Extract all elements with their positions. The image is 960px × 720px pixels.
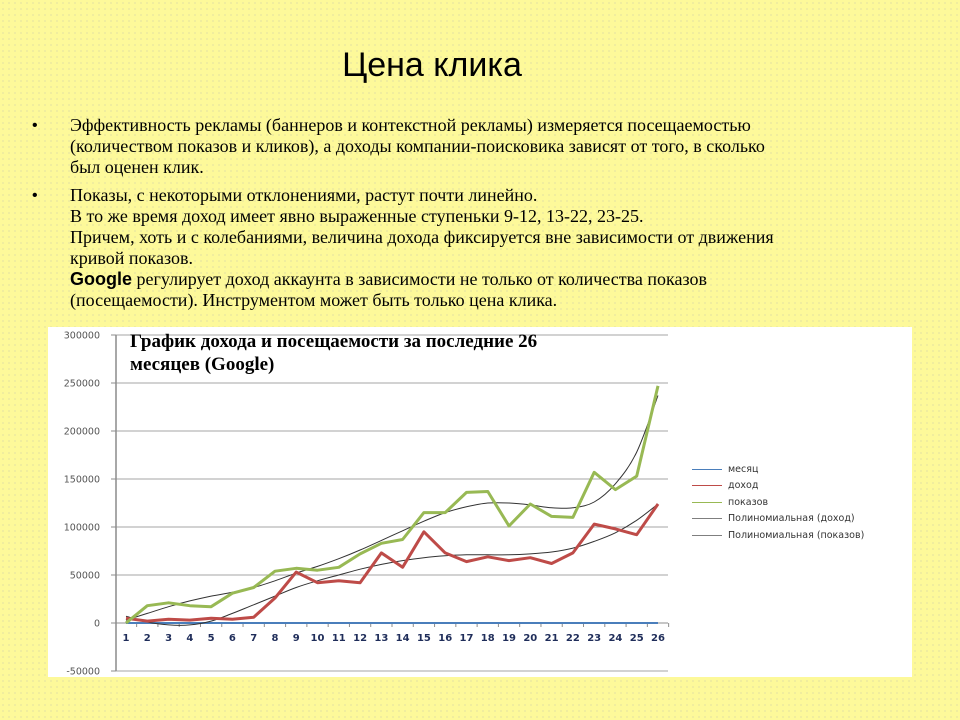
y-tick-label: 150000	[64, 475, 100, 486]
x-tick-label: 9	[293, 633, 300, 644]
x-tick-label: 18	[481, 633, 495, 644]
legend-swatch-icon	[692, 501, 722, 503]
x-tick-label: 15	[417, 633, 431, 644]
legend-item: доход	[692, 478, 864, 495]
x-tick-label: 17	[460, 633, 474, 644]
legend-swatch-icon	[692, 534, 722, 536]
x-tick-label: 12	[353, 633, 367, 644]
bullet-text-line: Причем, хоть и с колебаниями, величина д…	[70, 227, 774, 247]
y-tick-label: 100000	[64, 523, 100, 534]
bullet-text-line: (посещаемости). Инструментом может быть …	[70, 290, 558, 310]
legend-swatch-icon	[692, 468, 722, 470]
bullet-text-line-google: Google регулирует доход аккаунта в завис…	[70, 269, 915, 290]
y-tick-label: 300000	[64, 331, 100, 342]
legend-swatch-icon	[692, 518, 722, 520]
legend-label: показов	[728, 496, 769, 508]
bullet-dot-icon: •	[32, 187, 38, 204]
x-tick-label: 3	[165, 633, 172, 644]
y-tick-label: -50000	[66, 667, 100, 678]
series-line-1	[125, 503, 660, 623]
legend-item: Полиномиальная (доход)	[692, 511, 864, 528]
legend-label: Полиномиальная (доход)	[728, 513, 855, 525]
chart-legend: месяц доход показов Полиномиальная (доход) П…	[692, 461, 864, 544]
data-series	[125, 385, 660, 626]
slide-title: Цена клика	[342, 46, 522, 84]
chart-title-line: месяцев (Google)	[130, 354, 275, 375]
bullet-text-line: В то же время доход имеет явно выраженны…	[70, 206, 644, 226]
chart-title-line: График дохода и посещаемости за последни…	[130, 331, 538, 352]
bullet-text-line: был оценен клик.	[70, 157, 204, 177]
bullet-item-1: • Эффективность рекламы (баннеров и конт…	[30, 115, 915, 178]
series-line-2	[125, 385, 660, 625]
legend-swatch-icon	[692, 485, 722, 487]
bullet-dot-icon: •	[32, 117, 38, 134]
bullet-text-line: Показы, с некоторыми отклонениями, расту…	[70, 185, 538, 205]
gridlines	[116, 334, 668, 672]
x-tick-label: 5	[208, 633, 215, 644]
legend-label: месяц	[728, 463, 759, 475]
legend-label: Полиномиальная (показов)	[728, 529, 865, 541]
x-tick-label: 21	[545, 633, 559, 644]
y-tick-label: 250000	[64, 379, 100, 390]
x-tick-label: 2	[144, 633, 151, 644]
x-tick-label: 10	[311, 633, 325, 644]
bullet-list: • Эффективность рекламы (баннеров и конт…	[30, 115, 915, 318]
x-tick-label: 23	[587, 633, 601, 644]
bullet-item-2: • Показы, с некоторыми отклонениями, рас…	[30, 185, 915, 311]
x-tick-label: 8	[271, 633, 278, 644]
x-tick-label: 22	[566, 633, 580, 644]
x-tick-label: 19	[502, 633, 516, 644]
chart-container: 300000 250000 200000 150000 100000 50000 0 -500…	[48, 327, 912, 677]
x-tick-label: 20	[523, 633, 537, 644]
legend-item: Полиномиальная (показов)	[692, 527, 864, 544]
bullet-text-line: (количеством показов и кликов), а доходы…	[70, 136, 765, 156]
y-tick-label: 50000	[70, 571, 100, 582]
line-chart: 300000 250000 200000 150000 100000 50000 0 -500…	[64, 331, 670, 678]
bullet-text-line: Эффективность рекламы (баннеров и контек…	[70, 115, 751, 135]
x-tick-label: 13	[374, 633, 388, 644]
google-word: Google	[70, 269, 132, 289]
x-tick-label: 6	[229, 633, 236, 644]
x-tick-label: 26	[651, 633, 665, 644]
x-tick-label: 7	[250, 633, 257, 644]
y-tick-label: 0	[94, 619, 100, 630]
x-tick-label: 1	[123, 633, 130, 644]
y-axis: 300000 250000 200000 150000 100000 50000 0 -500…	[64, 331, 117, 678]
legend-item: показов	[692, 494, 864, 511]
x-tick-label: 24	[608, 633, 622, 644]
x-tick-label: 14	[396, 633, 410, 644]
legend-item: месяц	[692, 461, 864, 478]
x-tick-label: 4	[186, 633, 193, 644]
trendline-4	[125, 395, 659, 621]
x-tick-label: 11	[332, 633, 346, 644]
trendline-3	[125, 503, 659, 626]
bullet-text-line: кривой показов.	[70, 248, 193, 268]
x-tick-label: 16	[438, 633, 452, 644]
x-tick-label: 25	[630, 633, 644, 644]
x-axis: 1 2 3 4 5 6 7 8 9 10 11 12 13 14 15 16 17 18 19 20 21 22 23 24 2…	[116, 622, 670, 644]
legend-label: доход	[728, 480, 759, 492]
google-sentence-rest: регулирует доход аккаунта в зависимости …	[132, 269, 707, 289]
y-tick-label: 200000	[64, 427, 100, 438]
chart-title: График дохода и посещаемости за последни…	[130, 330, 690, 376]
